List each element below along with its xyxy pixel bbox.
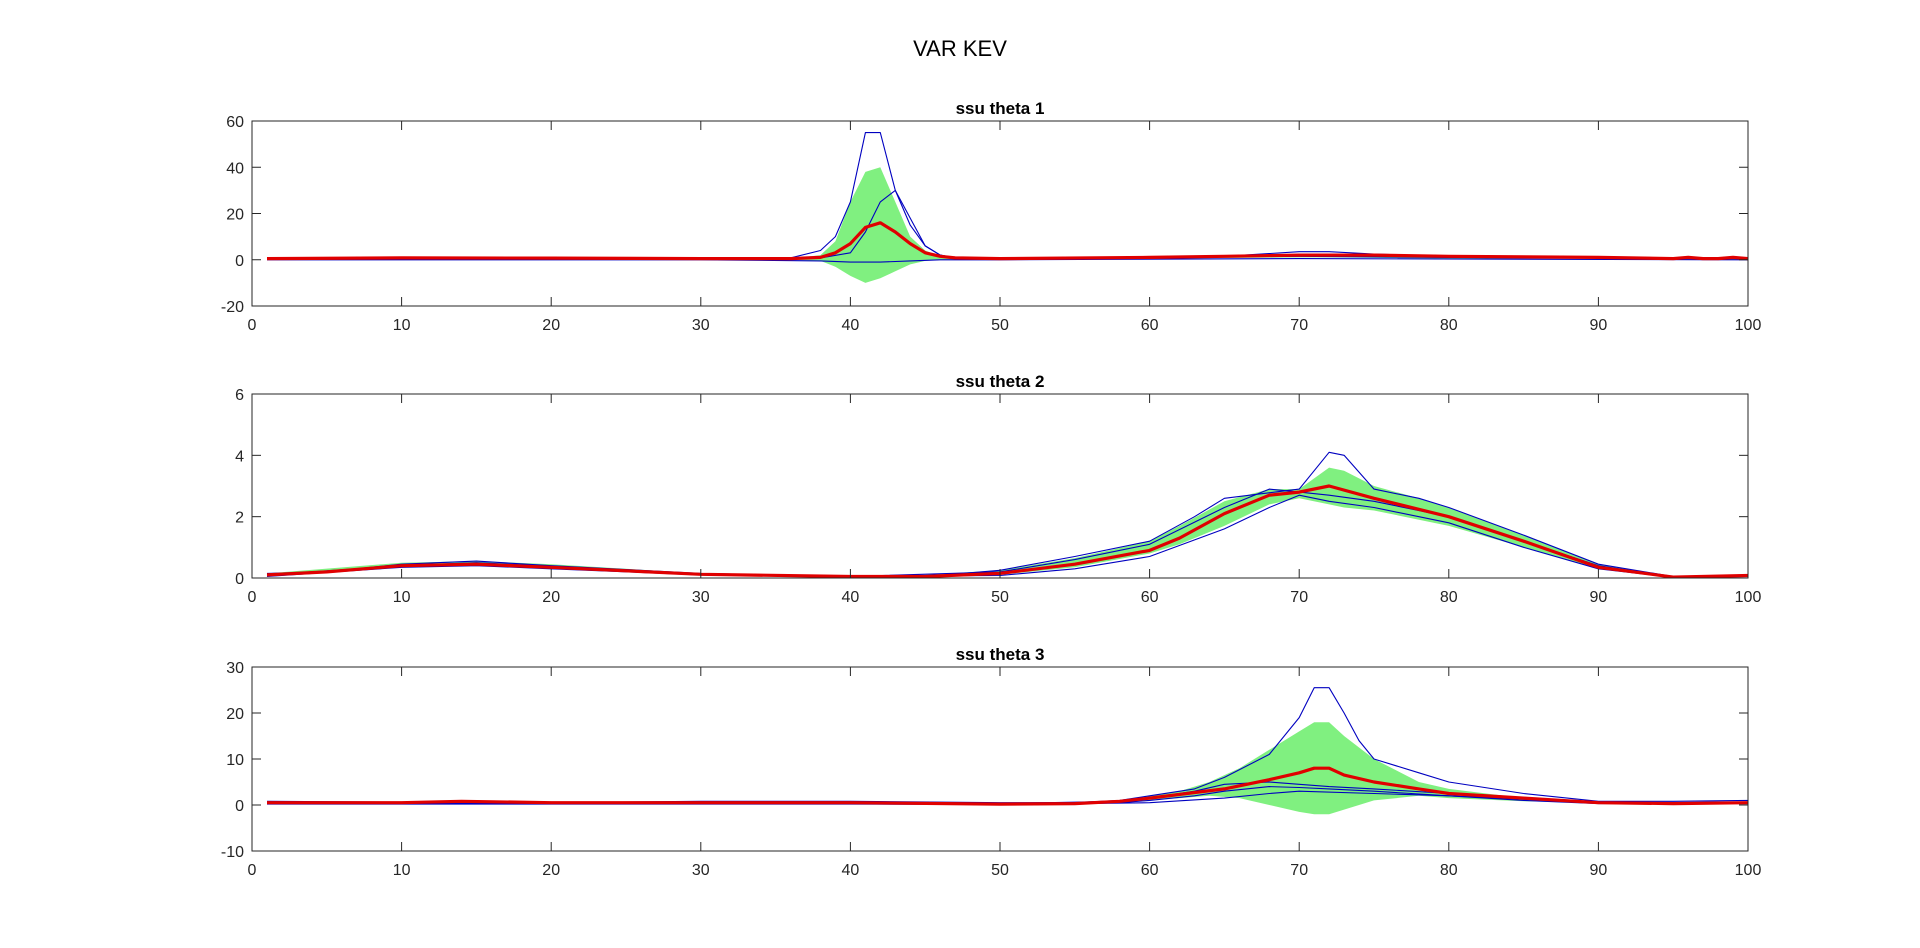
x-tick-label: 40 — [842, 862, 860, 879]
y-tick-label: 20 — [226, 706, 244, 723]
axes-box — [251, 120, 1749, 307]
axes-box — [251, 666, 1749, 852]
x-tick-label: 30 — [692, 862, 710, 879]
panel-title: ssu theta 2 — [956, 372, 1045, 391]
median-line — [267, 766, 1748, 806]
confidence-band — [267, 467, 1748, 578]
x-tick-label: 60 — [1141, 589, 1159, 606]
x-tick-label: 90 — [1590, 589, 1608, 606]
y-tick-label: 0 — [235, 798, 244, 815]
x-tick-label: 80 — [1440, 862, 1458, 879]
x-tick-label: 20 — [542, 589, 560, 606]
x-tick-label: 50 — [991, 589, 1009, 606]
x-tick-label: 20 — [542, 862, 560, 879]
x-tick-label: 40 — [842, 589, 860, 606]
panel-title: ssu theta 3 — [956, 645, 1045, 664]
x-tick-label: 90 — [1590, 862, 1608, 879]
x-tick-label: 50 — [991, 317, 1009, 334]
x-tick-label: 100 — [1735, 589, 1762, 606]
y-tick-label: 30 — [226, 660, 244, 677]
x-tick-label: 10 — [393, 317, 411, 334]
x-tick-label: 70 — [1290, 862, 1308, 879]
x-tick-label: 100 — [1735, 317, 1762, 334]
y-tick-label: -10 — [221, 844, 244, 861]
y-tick-label: 6 — [235, 387, 244, 404]
y-tick-label: 60 — [226, 114, 244, 131]
y-tick-label: 0 — [235, 571, 244, 588]
x-tick-label: 10 — [393, 589, 411, 606]
x-tick-label: 0 — [248, 317, 257, 334]
x-tick-label: 0 — [248, 589, 257, 606]
panel-title: ssu theta 1 — [956, 99, 1045, 118]
axes-box — [251, 393, 1749, 579]
bound-line-upper — [266, 451, 1748, 578]
x-tick-label: 40 — [842, 317, 860, 334]
y-tick-label: -20 — [221, 299, 244, 316]
median-line — [266, 484, 1748, 578]
y-tick-label: 40 — [226, 160, 244, 177]
y-tick-label: 4 — [235, 448, 244, 465]
panel-1: ssu theta 10 10 20 30 40 50 60 70 80 90 100-200204… — [221, 99, 1762, 334]
plot-area — [266, 451, 1748, 578]
x-tick-label: 100 — [1735, 862, 1762, 879]
confidence-band — [267, 167, 1748, 283]
x-tick-label: 70 — [1290, 589, 1308, 606]
x-tick-label: 80 — [1440, 317, 1458, 334]
panel-3: ssu theta 30 10 20 30 40 50 60 70 80 90 100-100102… — [221, 645, 1762, 879]
x-tick-label: 60 — [1141, 862, 1159, 879]
x-tick-label: 10 — [393, 862, 411, 879]
x-tick-label: 50 — [991, 862, 1009, 879]
bound-line-upper — [266, 132, 1748, 260]
median-line — [266, 221, 1748, 261]
figure-title: VAR KEV — [913, 36, 1007, 61]
x-tick-label: 70 — [1290, 317, 1308, 334]
x-tick-label: 60 — [1141, 317, 1159, 334]
plot-area — [266, 132, 1748, 283]
x-tick-label: 30 — [692, 589, 710, 606]
y-tick-label: 2 — [235, 510, 244, 527]
panel-2: ssu theta 2 0 10 20 30 40 50 60 70 80 90 100 0 2 4 6 — [235, 372, 1761, 606]
plot-area — [266, 687, 1748, 815]
x-tick-label: 90 — [1590, 317, 1608, 334]
bound-line-upper — [266, 687, 1748, 804]
x-tick-label: 20 — [542, 317, 560, 334]
y-tick-label: 10 — [226, 752, 244, 769]
y-tick-label: 0 — [235, 253, 244, 270]
x-tick-label: 80 — [1440, 589, 1458, 606]
x-tick-label: 30 — [692, 317, 710, 334]
x-tick-label: 0 — [248, 862, 257, 879]
bound-line-lower — [266, 189, 1748, 260]
y-tick-label: 20 — [226, 207, 244, 224]
